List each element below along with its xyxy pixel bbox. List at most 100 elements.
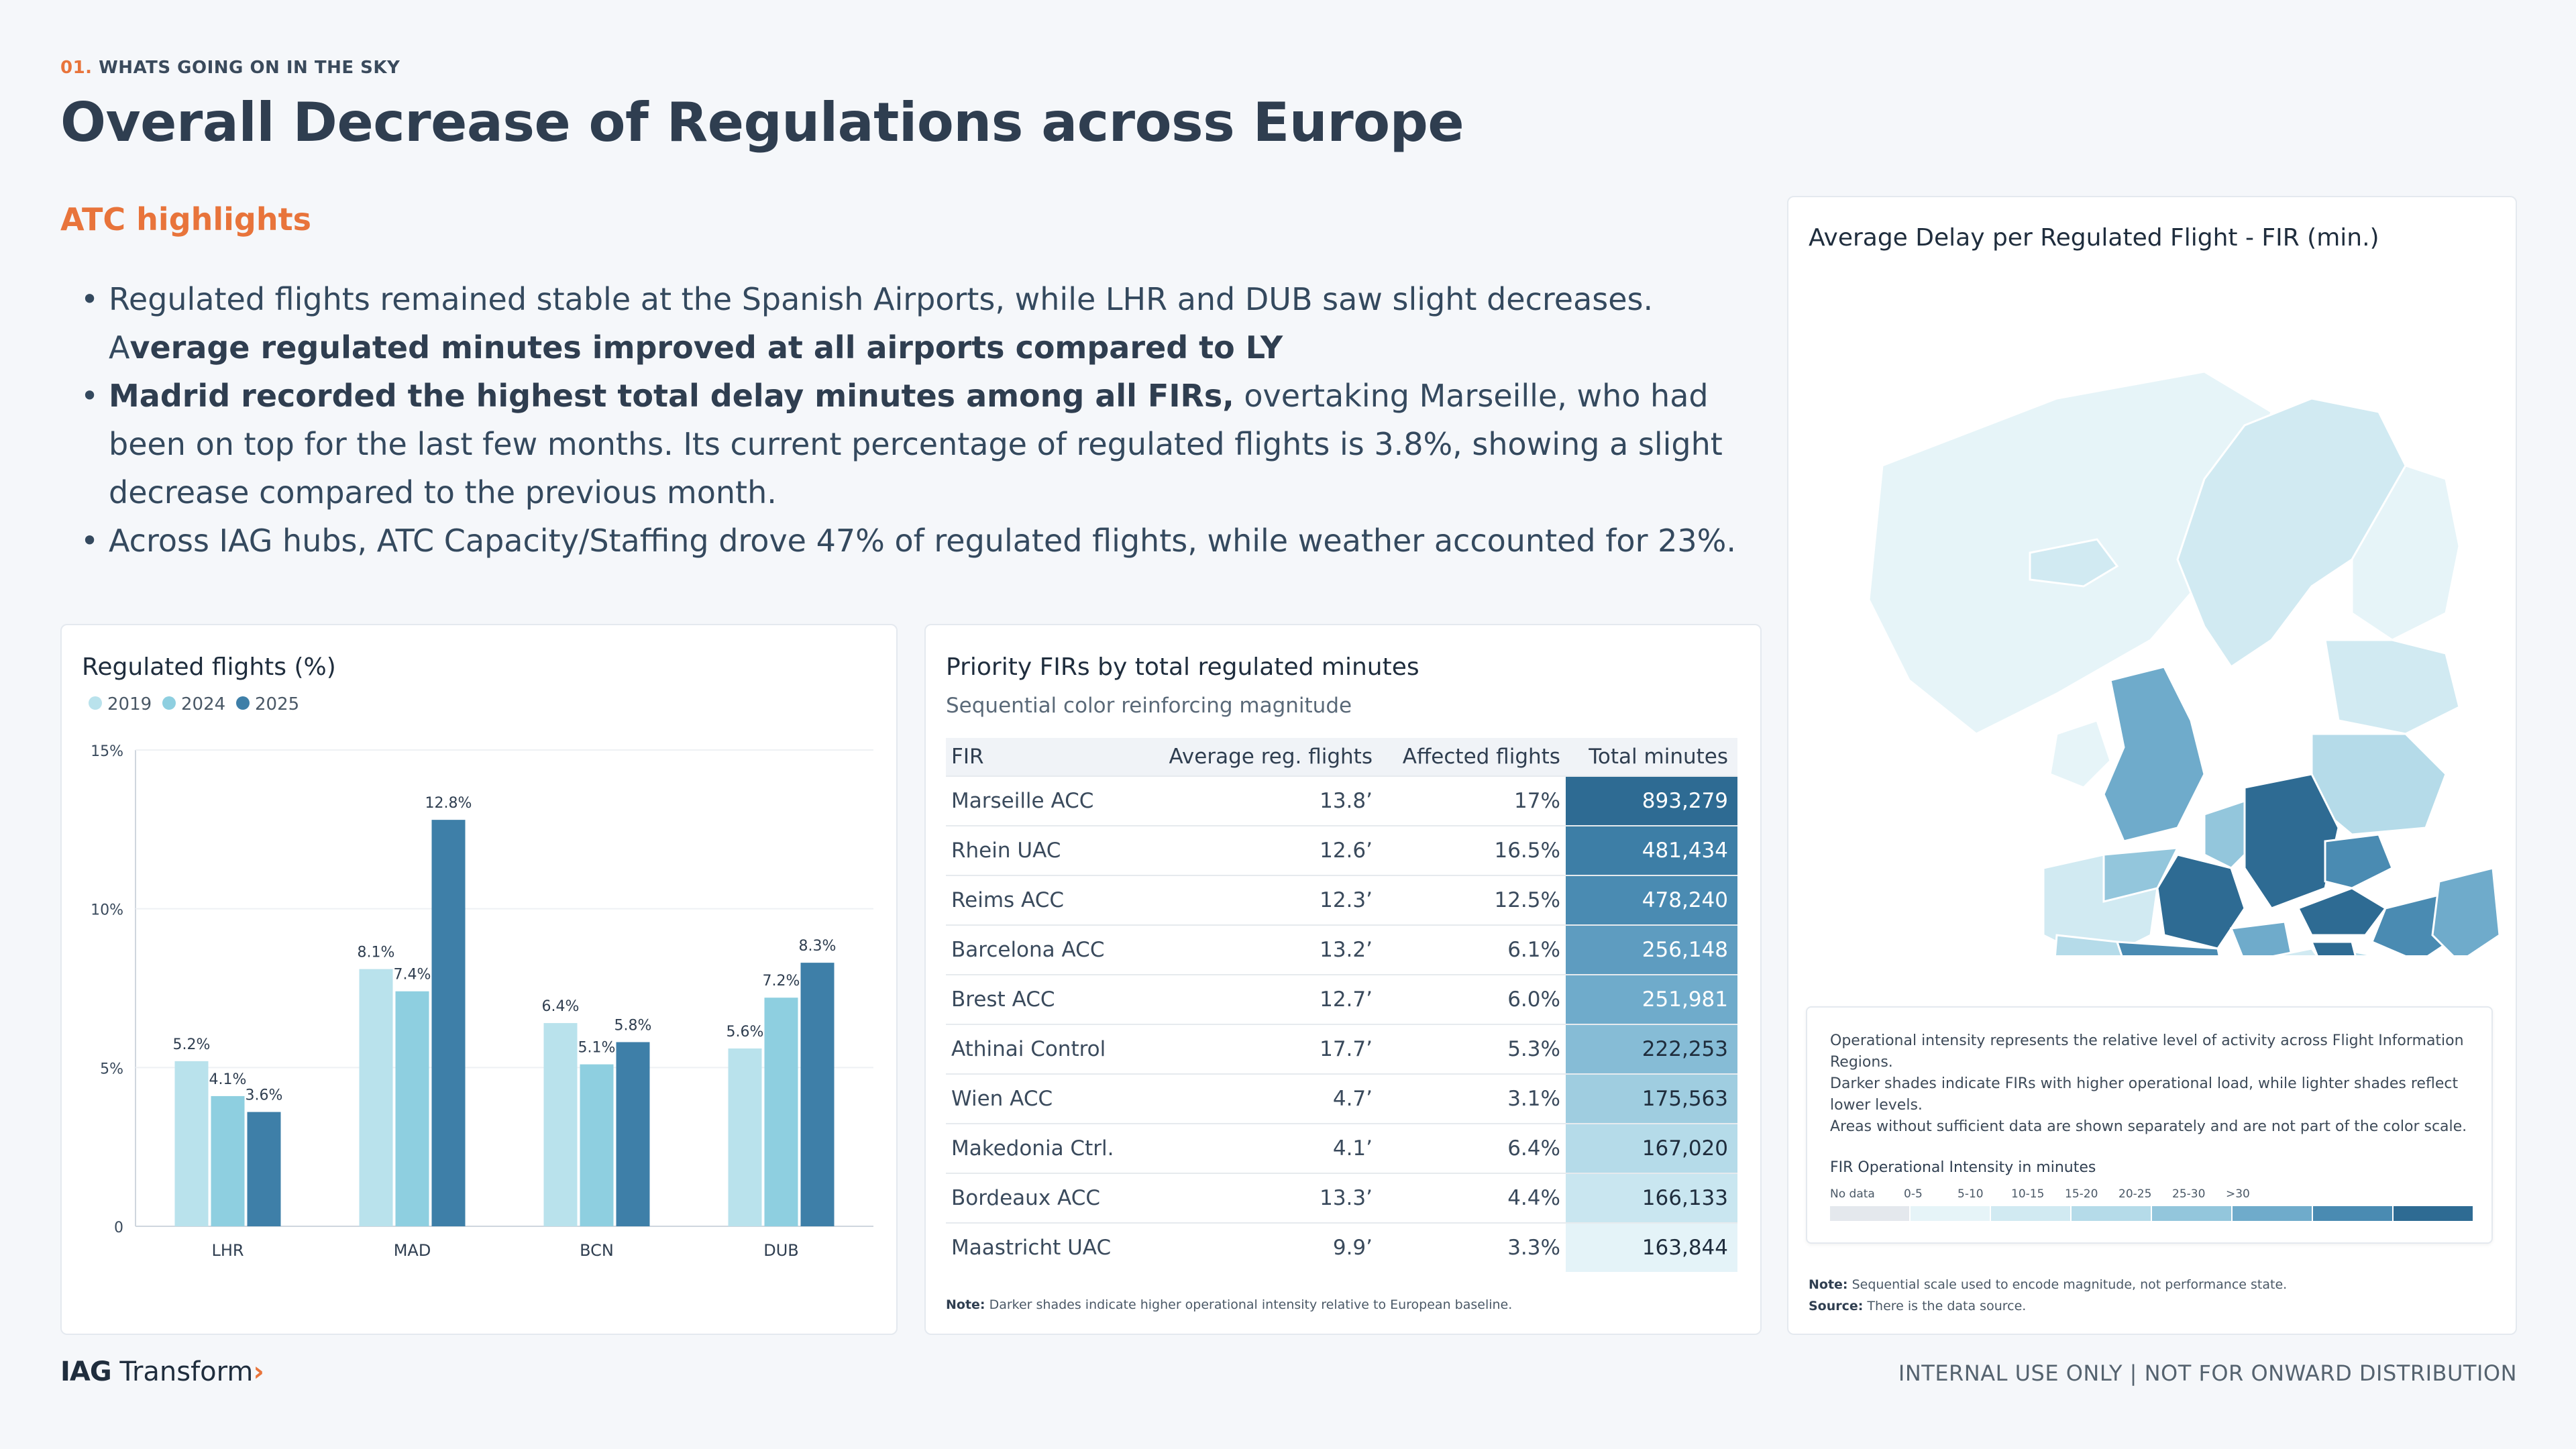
map-region-paris[interactable] bbox=[2102, 847, 2180, 903]
scale-label: 10-15 bbox=[2011, 1187, 2045, 1201]
scale-label: 0-5 bbox=[1904, 1187, 1923, 1201]
bar-DUB-2024[interactable] bbox=[764, 998, 798, 1226]
scale-title: FIR Operational Intensity in minutes bbox=[1830, 1159, 2096, 1176]
legend-label-2019[interactable]: 2019 bbox=[107, 694, 152, 714]
table-row[interactable]: Brest ACC 12.7’ 6.0% 251,981 bbox=[946, 974, 1737, 1024]
map-region-iceland[interactable] bbox=[2029, 538, 2119, 588]
table-row[interactable]: Athinai Control 17.7’ 5.3% 222,253 bbox=[946, 1024, 1737, 1074]
color-scale bbox=[1830, 1206, 2474, 1221]
cell-avg-reg-flights: 13.3’ bbox=[1139, 1173, 1378, 1223]
table-row[interactable]: Reims ACC 12.3’ 12.5% 478,240 bbox=[946, 875, 1737, 925]
map-region-uk[interactable] bbox=[2102, 665, 2206, 843]
map-source: Source: There is the data source. bbox=[1809, 1299, 2026, 1313]
cell-affected-flights: 6.0% bbox=[1378, 974, 1566, 1024]
regulated-flights-card: Regulated flights (%) 2019 2024 2025 0 5% 10%… bbox=[60, 624, 898, 1335]
bar-chart: 2019 2024 2025 0 5% 10% 15% 5.2% 4.1%3.6% LHR 8.1%… bbox=[89, 694, 873, 1260]
logo-chevron-icon: › bbox=[253, 1356, 264, 1387]
bar-DUB-2025[interactable] bbox=[800, 963, 835, 1226]
bar-LHR-2024[interactable] bbox=[211, 1095, 245, 1226]
map-region-italy[interactable] bbox=[2245, 947, 2406, 955]
map-region-bordeaux[interactable] bbox=[2050, 934, 2137, 955]
bar-BCN-2025[interactable] bbox=[616, 1042, 650, 1226]
bar-DUB-2019[interactable] bbox=[728, 1048, 762, 1226]
col-fir[interactable]: FIR bbox=[946, 738, 1139, 776]
x-tick-label: BCN bbox=[580, 1241, 614, 1260]
bar-BCN-2019[interactable] bbox=[543, 1023, 578, 1226]
map-region-ireland[interactable] bbox=[2049, 719, 2112, 789]
map-note-label: Note: bbox=[1809, 1277, 1848, 1292]
iag-transform-logo: IAG Transform› bbox=[60, 1356, 264, 1387]
bar-MAD-2019[interactable] bbox=[359, 969, 393, 1226]
map-region-finland[interactable] bbox=[2351, 464, 2461, 641]
cell-affected-flights: 16.5% bbox=[1378, 825, 1566, 875]
scale-swatch bbox=[1911, 1206, 1990, 1221]
bar-BCN-2024[interactable] bbox=[580, 1064, 614, 1226]
table-row[interactable]: Makedonia Ctrl. 4.1’ 6.4% 167,020 bbox=[946, 1123, 1737, 1173]
page-title: Overall Decrease of Regulations across E… bbox=[60, 91, 1464, 154]
bar-LHR-2025[interactable] bbox=[247, 1112, 281, 1226]
col-avg-reg-flights[interactable]: Average reg. flights bbox=[1139, 738, 1378, 776]
cell-affected-flights: 3.3% bbox=[1378, 1222, 1566, 1272]
map-note-text: Sequential scale used to encode magnitud… bbox=[1847, 1277, 2288, 1292]
fir-choropleth-map[interactable] bbox=[1802, 264, 2500, 955]
highlight-text: Across IAG hubs, ATC Capacity/Staffing d… bbox=[109, 523, 1736, 559]
table-row[interactable]: Marseille ACC 13.8’ 17% 893,279 bbox=[946, 775, 1737, 826]
highlight-text: Regulated flights remained stable at the… bbox=[109, 281, 1654, 366]
cell-avg-reg-flights: 17.7’ bbox=[1139, 1024, 1378, 1074]
col-total-minutes[interactable]: Total minutes bbox=[1565, 738, 1737, 776]
table-row[interactable]: Barcelona ACC 13.2’ 6.1% 256,148 bbox=[946, 924, 1737, 975]
legend-line: Areas without sufficient data are shown … bbox=[1830, 1118, 2467, 1135]
cell-avg-reg-flights: 13.8’ bbox=[1139, 775, 1378, 826]
fir-table: FIR Average reg. flights Affected flight… bbox=[946, 738, 1737, 1272]
legend-swatch-2024 bbox=[162, 696, 176, 710]
table-subtitle: Sequential color reinforcing magnitude bbox=[946, 694, 1352, 718]
highlight-text: overtaking Marseille, who had been on to… bbox=[109, 378, 1723, 511]
legend-label-2024[interactable]: 2024 bbox=[181, 694, 225, 714]
table-title: Priority FIRs by total regulated minutes bbox=[946, 653, 1419, 681]
cell-total-minutes: 222,253 bbox=[1565, 1024, 1737, 1074]
cell-fir: Maastricht UAC bbox=[946, 1222, 1139, 1272]
map-source-label: Source: bbox=[1809, 1299, 1864, 1313]
distribution-notice: INTERNAL USE ONLY | NOT FOR ONWARD DISTR… bbox=[1898, 1360, 2517, 1386]
cell-affected-flights: 6.4% bbox=[1378, 1123, 1566, 1173]
map-region-marseille[interactable] bbox=[2115, 941, 2231, 955]
cell-fir: Athinai Control bbox=[946, 1024, 1139, 1074]
bar-MAD-2025[interactable] bbox=[431, 820, 466, 1226]
scale-label: 5-10 bbox=[1957, 1187, 1984, 1201]
map-title: Average Delay per Regulated Flight - FIR… bbox=[1809, 224, 2379, 252]
cell-total-minutes: 167,020 bbox=[1565, 1123, 1737, 1173]
cell-affected-flights: 17% bbox=[1378, 775, 1566, 826]
map-region-baltics[interactable] bbox=[2324, 639, 2461, 735]
highlights-list: Regulated flights remained stable at the… bbox=[80, 275, 1784, 565]
scale-labels: No data 0-5 5-10 10-15 15-20 20-25 25-30 >30 bbox=[1830, 1187, 2279, 1201]
map-region-reims[interactable] bbox=[2156, 853, 2246, 950]
cell-fir: Wien ACC bbox=[946, 1073, 1139, 1124]
bar-LHR-2019[interactable] bbox=[174, 1061, 209, 1226]
bar-label-MAD-2024: 7.4% bbox=[394, 967, 431, 983]
table-header-row: FIR Average reg. flights Affected flight… bbox=[946, 738, 1737, 776]
map-region-switzerland[interactable] bbox=[2229, 920, 2293, 955]
y-tick-label: 15% bbox=[91, 743, 123, 760]
table-row[interactable]: Bordeaux ACC 13.3’ 4.4% 166,133 bbox=[946, 1173, 1737, 1223]
cell-fir: Rhein UAC bbox=[946, 825, 1139, 875]
map-region-czechia[interactable] bbox=[2324, 833, 2394, 890]
bar-label-BCN-2019: 6.4% bbox=[542, 998, 580, 1015]
cell-total-minutes: 175,563 bbox=[1565, 1073, 1737, 1124]
cell-fir: Barcelona ACC bbox=[946, 924, 1139, 975]
logo-iag: IAG bbox=[60, 1356, 112, 1387]
table-row[interactable]: Rhein UAC 12.6’ 16.5% 481,434 bbox=[946, 825, 1737, 875]
bar-MAD-2024[interactable] bbox=[395, 991, 429, 1226]
legend-swatch-2025 bbox=[236, 696, 250, 710]
map-legend: Operational intensity represents the rel… bbox=[1806, 1006, 2493, 1244]
col-affected-flights[interactable]: Affected flights bbox=[1378, 738, 1566, 776]
cell-total-minutes: 251,981 bbox=[1565, 974, 1737, 1024]
bar-label-LHR-2019: 5.2% bbox=[173, 1036, 211, 1053]
table-row[interactable]: Maastricht UAC 9.9’ 3.3% 163,844 bbox=[946, 1222, 1737, 1272]
highlight-bold: Madrid recorded the highest total delay … bbox=[109, 378, 1234, 414]
map-region-rhein[interactable] bbox=[2243, 773, 2340, 910]
legend-label-2025[interactable]: 2025 bbox=[255, 694, 299, 714]
map-region-wien[interactable] bbox=[2296, 887, 2387, 936]
table-row[interactable]: Wien ACC 4.7’ 3.1% 175,563 bbox=[946, 1073, 1737, 1124]
map-region-romania[interactable] bbox=[2431, 867, 2500, 955]
map-region-slovenia[interactable] bbox=[2310, 941, 2359, 955]
